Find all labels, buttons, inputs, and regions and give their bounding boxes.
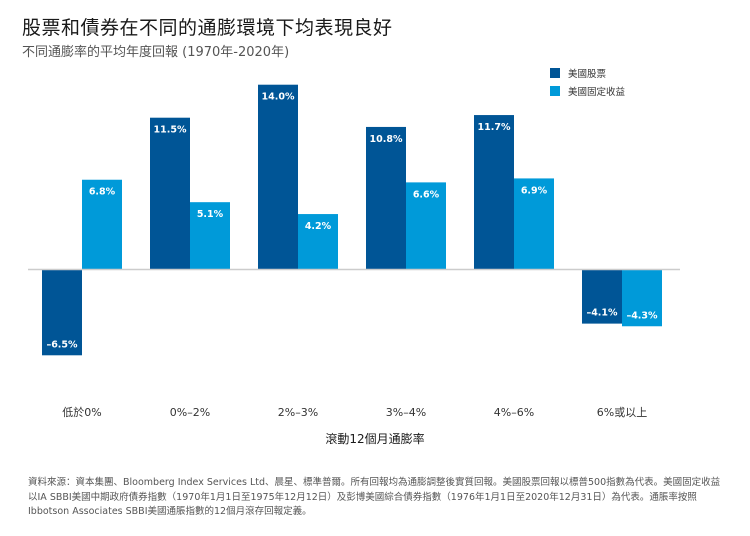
bar-bonds-3 (406, 182, 446, 270)
bar-value-label: 11.7% (478, 122, 511, 133)
legend-swatch (550, 86, 560, 96)
category-label: 0%–2% (170, 406, 210, 419)
bar-value-label: –6.5% (46, 339, 78, 350)
category-label: 3%–4% (386, 406, 426, 419)
bar-value-label: 4.2% (305, 221, 332, 232)
bar-stocks-0 (42, 269, 82, 356)
x-axis-title: 滾動12個月通膨率 (325, 431, 424, 446)
bar-value-label: –4.1% (586, 308, 618, 319)
bar-bonds-1 (190, 202, 230, 270)
legend-label: 美國股票 (568, 68, 607, 80)
bar-value-label: 11.5% (154, 125, 187, 136)
bar-bonds-5 (622, 269, 662, 327)
bar-value-label: 6.8% (89, 187, 116, 198)
bar-stocks-4 (474, 115, 514, 270)
source-footnote: 資料來源：資本集團、Bloomberg Index Services Ltd、晨… (28, 477, 721, 517)
category-label: 2%–3% (278, 406, 318, 419)
bar-chart: –6.5% 11.5% 14.0% 10.8% 11.7% –4.1% 6.8% 5.1% 4.… (28, 68, 680, 446)
bar-value-label: 14.0% (262, 92, 295, 103)
bar-stocks-5 (582, 269, 622, 324)
bar-value-label: 6.9% (521, 185, 548, 196)
legend-label: 美國固定收益 (568, 86, 626, 98)
bar-value-label: 5.1% (197, 209, 224, 220)
chart-title: 股票和債券在不同的通膨環境下均表現良好 (22, 17, 393, 39)
bar-bonds-2 (298, 214, 338, 270)
bar-stocks-2 (258, 84, 298, 270)
bar-value-label: –4.3% (626, 310, 658, 321)
category-label: 6%或以上 (597, 406, 647, 419)
bar-value-label: 6.6% (413, 189, 440, 200)
bar-stocks-1 (150, 117, 190, 270)
legend-swatch (550, 68, 560, 78)
bar-stocks-3 (366, 126, 406, 270)
bar-bonds-4 (514, 178, 554, 270)
category-label: 4%–6% (494, 406, 534, 419)
bar-bonds-0 (82, 179, 122, 270)
category-label: 低於0% (62, 405, 101, 419)
chart-subtitle: 不同通膨率的平均年度回報 (1970年-2020年) (22, 45, 290, 60)
bar-value-label: 10.8% (370, 134, 403, 145)
